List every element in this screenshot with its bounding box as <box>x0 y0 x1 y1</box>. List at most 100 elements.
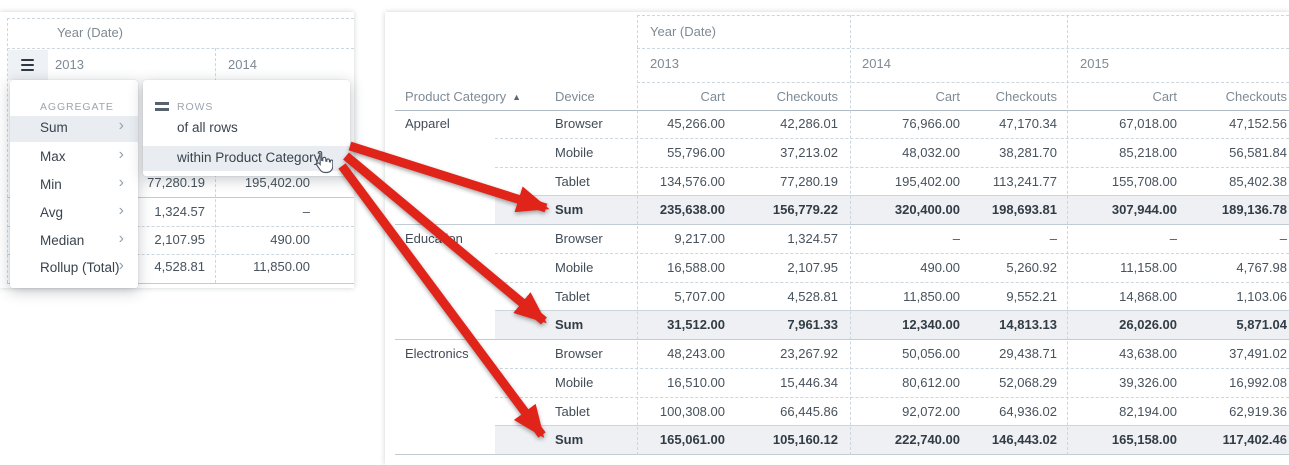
chevron-right-icon: › <box>118 146 124 163</box>
value-cell: 80,612.00 <box>902 374 960 390</box>
value-cell: 76,966.00 <box>902 116 960 131</box>
value-cell: 48,032.00 <box>902 144 960 160</box>
value-cell: 490.00 <box>920 259 960 275</box>
year-header-2013[interactable]: 2013 <box>650 56 679 71</box>
submenu-item-of-all-rows[interactable]: of all rows <box>143 120 350 136</box>
table-row-electronics-browser: Electronics Browser 48,243.00 23,267.92 50,0… <box>385 340 1289 369</box>
value-cell: 5,260.92 <box>1006 259 1057 275</box>
category-cell: Apparel <box>405 116 450 131</box>
value-cell: 113,241.77 <box>992 173 1057 189</box>
selected-item-highlight <box>10 116 138 142</box>
column-header-checkouts-2015[interactable]: Checkouts <box>1225 89 1287 104</box>
row-separator <box>7 254 354 255</box>
value-cell: 23,267.92 <box>780 346 838 361</box>
year-header-2014[interactable]: 2014 <box>862 56 891 71</box>
table-border <box>850 15 851 455</box>
submenu-item-within-product-category[interactable]: within Product Category <box>143 150 350 166</box>
menu-item-max[interactable]: Max › <box>10 146 138 165</box>
menu-item-median[interactable]: Median › <box>10 231 138 249</box>
column-header-checkouts-2014[interactable]: Checkouts <box>995 89 1057 104</box>
sum-row-background <box>495 426 1289 455</box>
device-cell: Mobile <box>555 374 594 390</box>
value-cell: 62,919.36 <box>1229 403 1287 419</box>
table-border <box>7 18 354 19</box>
table-border <box>637 15 638 455</box>
value-cell: 134,576.00 <box>659 173 725 189</box>
menu-item-label: Max <box>40 149 66 164</box>
menu-item-avg[interactable]: Avg › <box>10 202 138 221</box>
value-cell: 14,868.00 <box>1119 288 1177 304</box>
table-row-education-sum: Sum 31,512.00 7,961.33 12,340.00 14,813.13 26… <box>385 311 1289 340</box>
value-cell: 222,740.00 <box>894 432 960 448</box>
table-row-apparel-sum: Sum 235,638.00 156,779.22 320,400.00 198,693… <box>385 196 1289 225</box>
value-cell: 16,992.08 <box>1229 374 1287 390</box>
table-border <box>637 82 1289 83</box>
left-table-cell: 1,324.57 <box>154 204 205 219</box>
value-cell: 7,961.33 <box>787 317 838 333</box>
value-cell: 26,026.00 <box>1119 317 1177 333</box>
rows-submenu-label: ROWS <box>177 101 214 113</box>
column-menu-button[interactable] <box>8 50 48 80</box>
left-year-header-2014[interactable]: 2014 <box>228 57 257 72</box>
row-separator <box>495 367 1289 369</box>
column-header-cart-2014[interactable]: Cart <box>935 89 960 104</box>
value-cell: 47,170.34 <box>999 116 1057 131</box>
value-cell: 11,850.00 <box>903 288 960 304</box>
value-cell: – <box>1279 231 1287 246</box>
submenu-item-label: within Product Category <box>177 150 321 165</box>
value-cell: 45,266.00 <box>667 116 725 131</box>
row-separator <box>495 310 1289 312</box>
value-cell: 42,286.01 <box>780 116 838 131</box>
left-year-header-2013[interactable]: 2013 <box>55 57 84 72</box>
menu-item-sum[interactable]: Sum › <box>10 118 138 136</box>
value-cell: 39,326.00 <box>1119 374 1177 390</box>
row-separator <box>495 425 1289 427</box>
category-cell: Education <box>405 231 463 246</box>
table-border <box>7 48 354 49</box>
column-header-product-category[interactable]: Product Category ▲ <box>405 89 522 104</box>
value-cell: 198,693.81 <box>991 202 1057 218</box>
hovered-item-highlight <box>143 146 350 171</box>
value-cell: 105,160.12 <box>772 432 838 448</box>
value-cell: 37,213.02 <box>780 144 838 160</box>
row-separator <box>7 226 354 227</box>
value-cell: 47,152.56 <box>1229 116 1287 131</box>
device-cell: Sum <box>555 317 584 333</box>
value-cell: 67,018.00 <box>1119 116 1177 131</box>
device-cell: Browser <box>555 231 603 246</box>
value-cell: 155,708.00 <box>1111 173 1177 189</box>
table-row-apparel-tablet: Tablet 134,576.00 77,280.19 195,402.00 113,2… <box>385 168 1289 197</box>
year-header-2015[interactable]: 2015 <box>1080 56 1109 71</box>
chevron-right-icon: › <box>118 202 124 219</box>
column-header-cart-2013[interactable]: Cart <box>700 89 725 104</box>
sum-row-background <box>495 196 1289 225</box>
value-cell: 156,779.22 <box>772 202 838 218</box>
device-cell: Sum <box>555 432 584 448</box>
sort-ascending-icon: ▲ <box>512 92 522 102</box>
group-separator <box>7 197 354 198</box>
value-cell: – <box>1169 231 1177 246</box>
table-row-electronics-sum: Sum 165,061.00 105,160.12 222,740.00 146,443… <box>385 426 1289 455</box>
device-cell: Browser <box>555 116 603 131</box>
column-header-checkouts-2013[interactable]: Checkouts <box>776 89 838 104</box>
column-header-cart-2015[interactable]: Cart <box>1152 89 1177 104</box>
value-cell: 15,446.34 <box>780 374 838 390</box>
row-separator <box>495 252 1289 254</box>
menu-item-min[interactable]: Min › <box>10 175 138 193</box>
value-cell: 235,638.00 <box>659 202 725 218</box>
value-cell: 307,944.00 <box>1111 202 1177 218</box>
menu-item-rollup-total-[interactable]: Rollup (Total) › <box>10 257 138 276</box>
value-cell: 77,280.19 <box>780 173 838 189</box>
value-cell: 50,056.00 <box>902 346 960 361</box>
value-cell: 146,443.02 <box>991 432 1057 448</box>
table-border <box>637 48 1289 49</box>
value-cell: 16,510.00 <box>667 374 725 390</box>
column-header-device[interactable]: Device <box>555 89 595 104</box>
value-cell: 9,217.00 <box>674 231 725 246</box>
value-cell: 117,402.46 <box>1222 432 1287 448</box>
chevron-right-icon: › <box>118 257 124 274</box>
value-cell: 37,491.02 <box>1229 346 1287 361</box>
value-cell: 56,581.84 <box>1229 144 1287 160</box>
value-cell: 2,107.95 <box>787 259 838 275</box>
